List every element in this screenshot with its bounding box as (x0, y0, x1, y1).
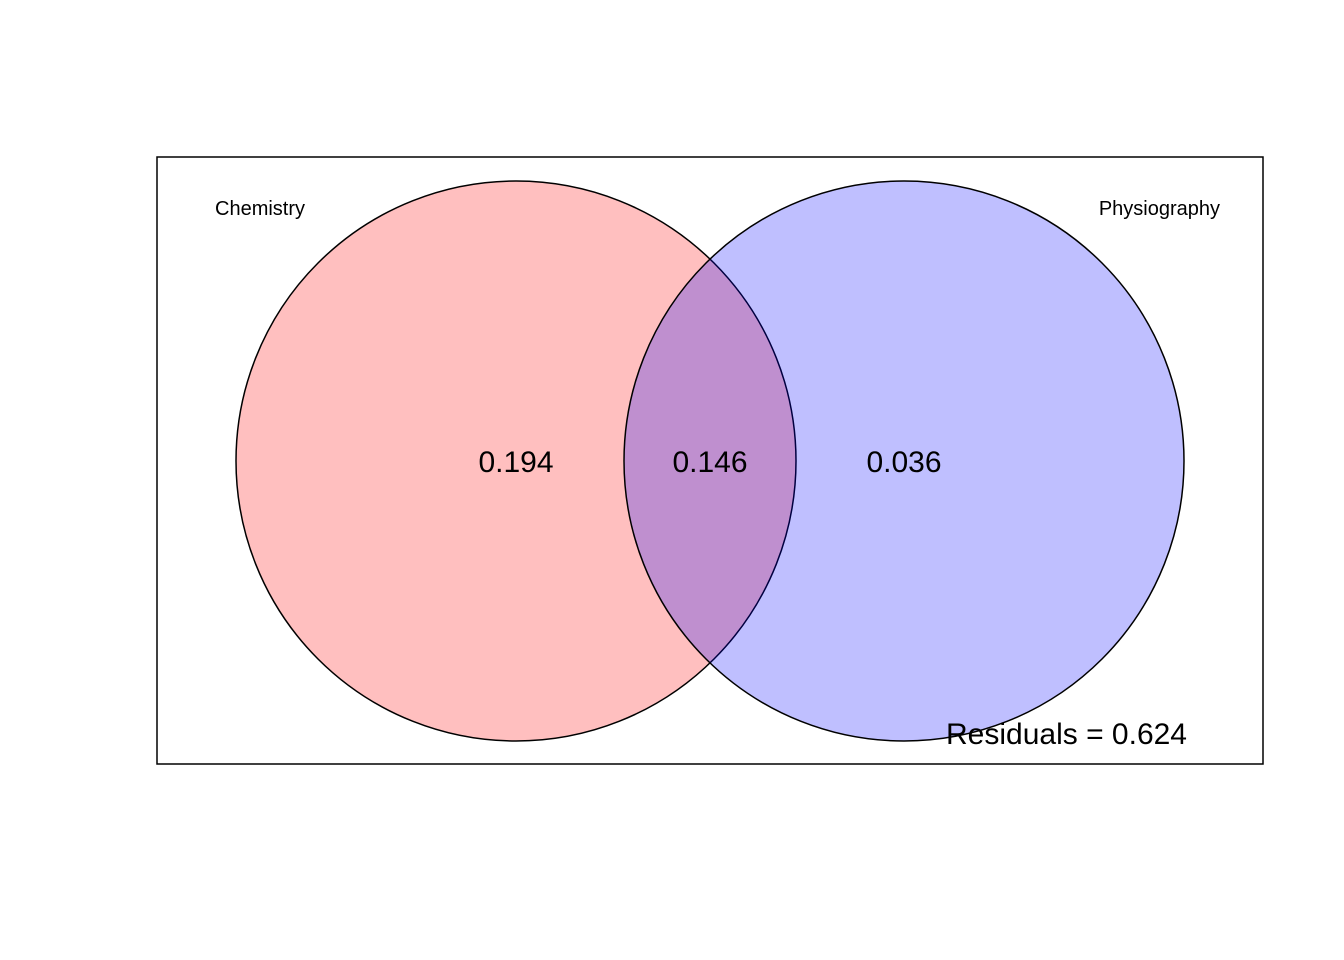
residuals-label: Residuals = 0.624 (946, 718, 1187, 751)
shared-value: 0.146 (672, 446, 747, 479)
chemistry-circle (235, 180, 797, 742)
chemistry-only-value: 0.194 (478, 446, 553, 479)
plot-frame (156, 156, 1264, 765)
physiography-only-value: 0.036 (866, 446, 941, 479)
physiography-set-label: Physiography (1099, 198, 1220, 220)
chemistry-set-label: Chemistry (215, 198, 305, 220)
physiography-circle (623, 180, 1185, 742)
